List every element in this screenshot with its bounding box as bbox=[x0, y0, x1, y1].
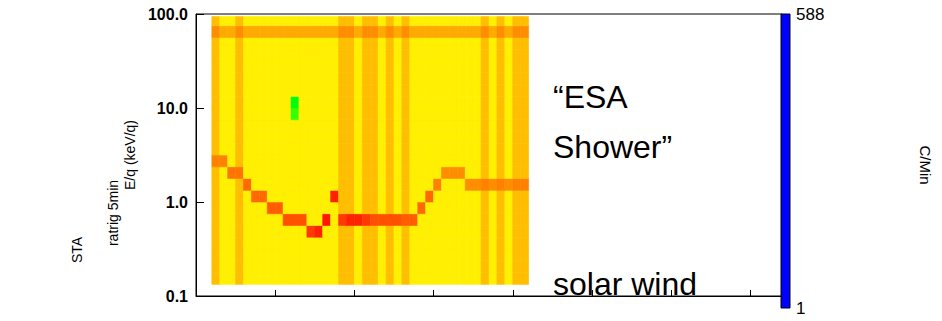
svg-text:1.0: 1.0 bbox=[166, 194, 188, 211]
svg-text:10.0: 10.0 bbox=[157, 100, 188, 117]
svg-text:100.0: 100.0 bbox=[148, 6, 188, 23]
svg-text:588: 588 bbox=[796, 5, 824, 24]
svg-text:ratrig 5min: ratrig 5min bbox=[105, 180, 121, 246]
svg-text:0.1: 0.1 bbox=[166, 288, 188, 305]
svg-text:C/Min: C/Min bbox=[917, 145, 934, 184]
svg-text:E/q (keV/q): E/q (keV/q) bbox=[122, 120, 138, 190]
svg-text:Shower”: Shower” bbox=[553, 129, 672, 165]
svg-text:solar wind: solar wind bbox=[553, 266, 698, 302]
svg-text:STA: STA bbox=[69, 236, 85, 263]
svg-text:“ESA: “ESA bbox=[553, 79, 628, 115]
svg-text:1: 1 bbox=[796, 299, 805, 318]
